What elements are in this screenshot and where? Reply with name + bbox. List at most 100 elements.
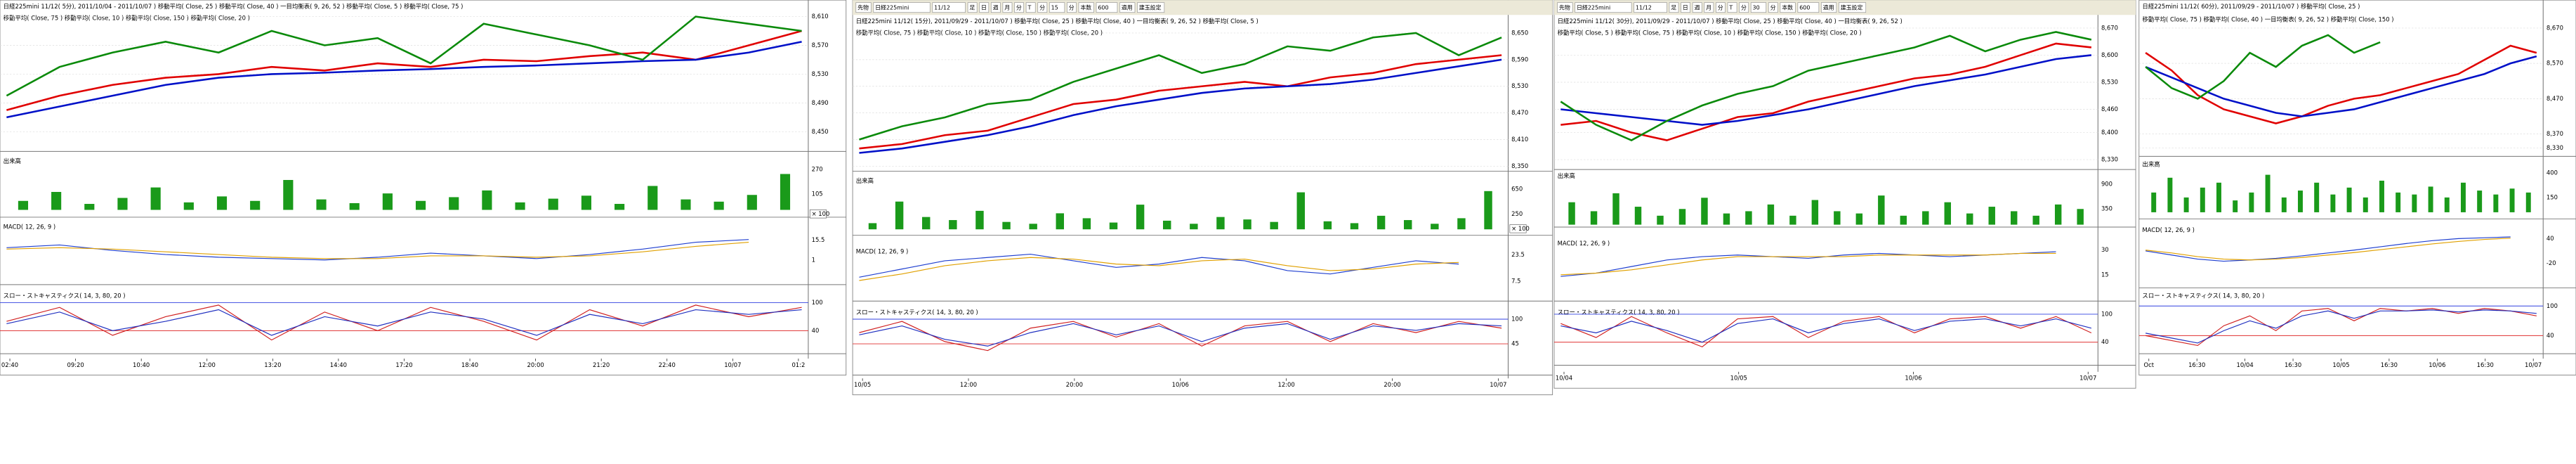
toolbar-text[interactable]: 足: [969, 4, 975, 11]
time-label: 10/06: [1905, 375, 1921, 382]
toolbar-field[interactable]: [1078, 2, 1094, 13]
price-tick-label: 8,410: [1511, 136, 1528, 143]
volume-bar: [1431, 224, 1439, 230]
macd-tick-label: 1: [812, 256, 815, 263]
time-label: 20:00: [527, 361, 544, 368]
toolbar-text[interactable]: 15: [1051, 4, 1058, 11]
chart-header: 移動平均( Close, 75 ) 移動平均( Close, 40 ) 一目均衡…: [2142, 16, 2393, 23]
toolbar-field[interactable]: [1839, 2, 1867, 13]
toolbar-field[interactable]: [1002, 2, 1013, 13]
toolbar-text[interactable]: 分: [1741, 4, 1747, 11]
volume-bar: [515, 202, 525, 210]
toolbar-field[interactable]: [1739, 2, 1749, 13]
time-label: 13:20: [264, 361, 281, 368]
time-label: 18:40: [461, 361, 478, 368]
toolbar-field[interactable]: [932, 2, 966, 13]
toolbar-text[interactable]: 週: [993, 4, 999, 11]
toolbar-field[interactable]: [1681, 2, 1691, 13]
volume-bar: [51, 192, 62, 210]
time-label: 10/07: [1490, 381, 1506, 388]
toolbar-text[interactable]: 600: [1799, 4, 1810, 11]
toolbar-text[interactable]: 日経225mini: [875, 4, 909, 11]
toolbar-text[interactable]: 月: [1004, 4, 1010, 11]
toolbar-field[interactable]: [1634, 2, 1667, 13]
time-label: 10/07: [2525, 361, 2542, 368]
toolbar-text[interactable]: 分: [1016, 4, 1022, 11]
macd-tick-label: -20: [2547, 259, 2556, 266]
toolbar-field[interactable]: [1727, 2, 1737, 13]
toolbar-field[interactable]: [1025, 2, 1036, 13]
toolbar-text[interactable]: 本数: [1782, 4, 1793, 11]
toolbar-text[interactable]: 分: [1718, 4, 1723, 11]
volume-bar: [548, 198, 558, 210]
toolbar-text[interactable]: 日経225mini: [1577, 4, 1610, 11]
price-tick-label: 8,670: [2547, 24, 2563, 31]
toolbar-text[interactable]: 11/12: [934, 4, 950, 11]
toolbar-field[interactable]: [1137, 2, 1165, 13]
toolbar-text[interactable]: 日: [1683, 4, 1688, 11]
macd-tick-label: 15.5: [812, 236, 825, 243]
volume-label: 出来高: [4, 157, 21, 165]
toolbar-field[interactable]: [990, 2, 1001, 13]
volume-bar: [975, 210, 984, 230]
stoch-tick-label: 100: [2547, 302, 2558, 309]
volume-tick-label: 350: [2101, 205, 2112, 212]
toolbar-field[interactable]: [979, 2, 990, 13]
price-tick-label: 8,460: [2101, 105, 2118, 112]
toolbar-field[interactable]: [1049, 2, 1065, 13]
toolbar-text[interactable]: 足: [1671, 4, 1676, 11]
toolbar-field[interactable]: [967, 2, 978, 13]
toolbar-text[interactable]: 月: [1706, 4, 1711, 11]
toolbar-text[interactable]: 建玉設定: [1139, 4, 1162, 11]
toolbar-text[interactable]: T: [1728, 4, 1733, 11]
toolbar-text[interactable]: 先物: [857, 4, 869, 11]
toolbar-text[interactable]: 建玉設定: [1841, 4, 1863, 11]
toolbar-text[interactable]: 分: [1039, 4, 1045, 11]
toolbar-field[interactable]: [1704, 2, 1714, 13]
time-label: 16:30: [2381, 361, 2398, 368]
volume-bar: [648, 186, 658, 210]
macd-label: MACD( 12, 26, 9 ): [2142, 226, 2195, 233]
volume-bar: [1568, 202, 1575, 225]
toolbar-field[interactable]: [1692, 2, 1702, 13]
price-tick-label: 8,350: [1511, 162, 1528, 169]
volume-label: 出来高: [1558, 172, 1575, 179]
toolbar-text[interactable]: 先物: [1559, 4, 1570, 11]
chart-header: 移動平均( Close, 75 ) 移動平均( Close, 10 ) 移動平均…: [856, 29, 1103, 36]
volume-bar: [1811, 200, 1819, 225]
toolbar-text[interactable]: 分: [1069, 4, 1075, 11]
toolbar-field[interactable]: [873, 2, 931, 13]
toolbar-field[interactable]: [1014, 2, 1024, 13]
toolbar-field[interactable]: [1067, 2, 1077, 13]
toolbar-text[interactable]: T: [1027, 4, 1031, 11]
toolbar-text[interactable]: 11/12: [1636, 4, 1652, 11]
macd-line: [859, 257, 1459, 281]
time-label: 16:30: [2285, 361, 2301, 368]
toolbar-text[interactable]: 適用: [1122, 4, 1133, 11]
toolbar-text[interactable]: 本数: [1080, 4, 1091, 11]
toolbar-field[interactable]: [1575, 2, 1632, 13]
toolbar-field[interactable]: [1557, 2, 1573, 13]
toolbar-text[interactable]: 30: [1753, 4, 1760, 11]
volume-bar: [581, 195, 592, 210]
toolbar-field[interactable]: [855, 2, 872, 13]
toolbar-field[interactable]: [1096, 2, 1118, 13]
toolbar-text[interactable]: 日: [981, 4, 987, 11]
toolbar-text[interactable]: 週: [1695, 4, 1700, 11]
toolbar-text[interactable]: 適用: [1823, 4, 1834, 11]
toolbar-text[interactable]: 分: [1770, 4, 1776, 11]
toolbar-field[interactable]: [1820, 2, 1837, 13]
toolbar-field[interactable]: [1037, 2, 1048, 13]
volume-unit: × 100: [812, 210, 830, 217]
volume-bar: [1136, 205, 1145, 230]
toolbar-field[interactable]: [1716, 2, 1726, 13]
toolbar-field[interactable]: [1119, 2, 1136, 13]
toolbar-field[interactable]: [1768, 2, 1778, 13]
toolbar-field[interactable]: [1797, 2, 1820, 13]
toolbar-field[interactable]: [1780, 2, 1796, 13]
volume-bar: [1190, 224, 1198, 230]
toolbar-field[interactable]: [1669, 2, 1679, 13]
toolbar-text[interactable]: 600: [1098, 4, 1108, 11]
stoch-label: スロー・ストキャスティクス( 14, 3, 80, 20 ): [856, 309, 978, 316]
toolbar-field[interactable]: [1750, 2, 1767, 13]
